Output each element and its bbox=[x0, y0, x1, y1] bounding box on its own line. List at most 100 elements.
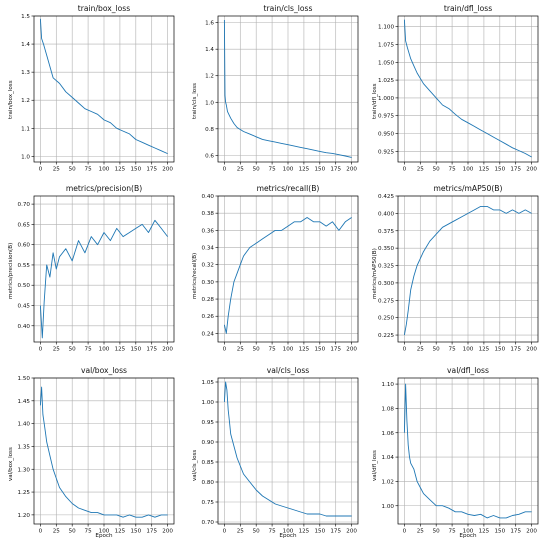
chart-title: val/dfl_loss bbox=[447, 366, 489, 375]
chart-title: train/dfl_loss bbox=[443, 4, 493, 13]
y-tick-label: 1.4 bbox=[21, 42, 30, 48]
y-tick-label: 1.00 bbox=[202, 400, 215, 406]
x-tick-label: 150 bbox=[314, 167, 325, 173]
y-tick-label: 1.1 bbox=[21, 126, 30, 132]
x-tick-label: 75 bbox=[269, 167, 277, 173]
y-tick-label: 1.02 bbox=[382, 479, 394, 485]
chart-plot-train-dfl-loss: 0 25 50 75 100 125 150 175 200 0.925 0.950 0.975 1.0… bbox=[378, 15, 539, 173]
y-tick-label: 0.32 bbox=[202, 263, 214, 269]
y-tick-label: 1.075 bbox=[378, 42, 394, 48]
x-tick-label: 100 bbox=[283, 167, 294, 173]
x-tick-label: 25 bbox=[417, 347, 425, 353]
chart-title: metrics/recall(B) bbox=[256, 184, 320, 193]
chart-title: train/box_loss bbox=[77, 4, 131, 13]
x-tick-label: 200 bbox=[162, 167, 173, 173]
x-tick-label: 75 bbox=[85, 529, 93, 535]
y-tick-label: 1.0 bbox=[21, 154, 30, 160]
x-axis-label: Epoch bbox=[459, 533, 477, 539]
x-tick-label: 0 bbox=[223, 167, 227, 173]
x-tick-label: 25 bbox=[53, 347, 61, 353]
y-tick-label: 0.36 bbox=[202, 228, 215, 234]
x-tick-label: 100 bbox=[463, 347, 474, 353]
x-tick-label: 200 bbox=[162, 347, 173, 353]
y-tick-label: 0.350 bbox=[378, 246, 394, 252]
x-tick-label: 175 bbox=[146, 347, 157, 353]
y-tick-label: 1.100 bbox=[378, 25, 394, 31]
x-tick-label: 175 bbox=[510, 529, 521, 535]
x-tick-label: 100 bbox=[99, 529, 110, 535]
x-tick-label: 50 bbox=[253, 167, 261, 173]
y-tick-label: 1.2 bbox=[21, 98, 30, 104]
y-tick-label: 1.000 bbox=[378, 96, 394, 102]
x-tick-label: 175 bbox=[330, 347, 341, 353]
y-tick-label: 1.10 bbox=[382, 382, 395, 388]
x-tick-label: 100 bbox=[463, 529, 474, 535]
chart-title: val/cls_loss bbox=[266, 366, 310, 375]
x-tick-label: 200 bbox=[526, 529, 537, 535]
y-tick-label: 1.40 bbox=[18, 422, 31, 428]
y-tick-label: 1.6 bbox=[205, 21, 214, 27]
chart-title: metrics/mAP50(B) bbox=[433, 184, 503, 193]
x-tick-label: 50 bbox=[253, 347, 261, 353]
y-tick-label: 0.85 bbox=[202, 460, 215, 466]
x-tick-label: 175 bbox=[330, 529, 341, 535]
x-tick-label: 0 bbox=[39, 529, 43, 535]
y-tick-label: 0.26 bbox=[202, 314, 215, 320]
x-tick-label: 50 bbox=[69, 529, 77, 535]
y-tick-label: 0.70 bbox=[18, 202, 31, 208]
x-tick-label: 125 bbox=[115, 347, 126, 353]
chart-plot-metrics-precision-b: 0 25 50 75 100 125 150 175 200 0.40 0.45 0.50 0.55 0.… bbox=[18, 195, 175, 353]
y-tick-label: 0.275 bbox=[378, 298, 394, 304]
y-tick-label: 1.05 bbox=[202, 380, 215, 386]
x-tick-label: 25 bbox=[237, 167, 245, 173]
x-tick-label: 50 bbox=[433, 167, 441, 173]
chart-panel-train-cls-loss: train/cls_loss train/cls_loss 0 25 50 75 100 12… bbox=[190, 4, 368, 184]
x-tick-label: 25 bbox=[237, 529, 245, 535]
y-tick-label: 0.75 bbox=[202, 500, 215, 506]
y-tick-label: 0.375 bbox=[378, 229, 394, 235]
x-tick-label: 200 bbox=[526, 167, 537, 173]
x-tick-label: 200 bbox=[162, 529, 173, 535]
series-line bbox=[223, 19, 352, 158]
x-tick-label: 0 bbox=[403, 167, 407, 173]
x-tick-label: 125 bbox=[115, 167, 126, 173]
y-tick-label: 1.20 bbox=[18, 513, 31, 519]
x-tick-label: 125 bbox=[479, 347, 490, 353]
y-tick-label: 1.025 bbox=[378, 78, 394, 84]
x-tick-label: 125 bbox=[115, 529, 126, 535]
x-tick-label: 75 bbox=[269, 347, 277, 353]
x-tick-label: 175 bbox=[510, 167, 521, 173]
x-tick-label: 100 bbox=[99, 167, 110, 173]
y-tick-label: 0.38 bbox=[202, 211, 215, 217]
chart-panel-val-box-loss: val/box_loss val/box_loss Epoch 0 25 50 75 100 1… bbox=[6, 366, 184, 546]
x-tick-label: 25 bbox=[417, 167, 425, 173]
y-tick-label: 0.425 bbox=[378, 194, 394, 200]
chart-panel-train-dfl-loss: train/dfl_loss train/dfl_loss 0 25 50 75 100 12… bbox=[370, 4, 548, 184]
y-tick-label: 0.225 bbox=[378, 333, 394, 339]
x-tick-label: 150 bbox=[130, 347, 141, 353]
chart-plot-train-cls-loss: 0 25 50 75 100 125 150 175 200 0.6 0.8 1.0 1.2 1.4 1.6 bbox=[205, 15, 359, 173]
x-tick-label: 0 bbox=[403, 347, 407, 353]
y-tick-label: 1.35 bbox=[18, 444, 31, 450]
x-tick-label: 125 bbox=[299, 529, 310, 535]
series-line bbox=[403, 19, 532, 158]
y-tick-label: 0.925 bbox=[378, 149, 394, 155]
chart-panel-metrics-recall-b: metrics/recall(B) metrics/recall(B) 0 25 50 7… bbox=[190, 184, 368, 364]
y-tick-label: 0.6 bbox=[205, 153, 214, 159]
x-tick-label: 125 bbox=[479, 529, 490, 535]
y-tick-label: 1.04 bbox=[382, 455, 395, 461]
x-tick-label: 100 bbox=[283, 347, 294, 353]
y-tick-label: 1.4 bbox=[205, 47, 214, 53]
x-tick-label: 175 bbox=[146, 167, 157, 173]
chart-panel-metrics-map50-b: metrics/mAP50(B) metrics/mAP50(B) 0 25 50 75 1… bbox=[370, 184, 548, 364]
x-tick-label: 200 bbox=[346, 347, 357, 353]
x-tick-label: 150 bbox=[494, 167, 505, 173]
x-tick-label: 100 bbox=[283, 529, 294, 535]
y-tick-label: 0.250 bbox=[378, 316, 394, 322]
x-tick-label: 50 bbox=[433, 347, 441, 353]
x-tick-label: 200 bbox=[526, 347, 537, 353]
y-tick-label: 1.25 bbox=[18, 490, 31, 496]
x-tick-label: 50 bbox=[69, 167, 77, 173]
x-tick-label: 150 bbox=[314, 347, 325, 353]
